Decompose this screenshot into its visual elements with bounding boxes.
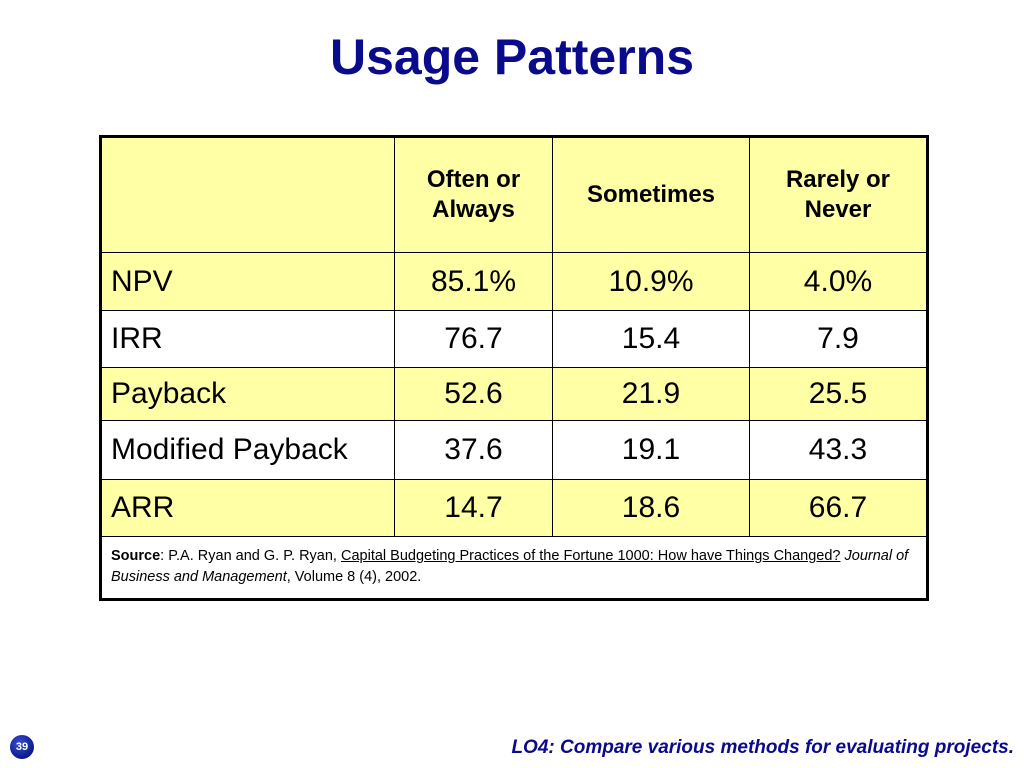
header-rarely-or-never: Rarely or Never xyxy=(749,136,928,253)
rarely-value: 4.0% xyxy=(749,252,928,311)
rarely-value: 25.5 xyxy=(749,367,928,421)
table-header-row: Often or Always Sometimes Rarely or Neve… xyxy=(100,136,928,253)
often-value: 14.7 xyxy=(394,479,553,537)
often-value: 76.7 xyxy=(394,310,553,368)
source-authors: : P.A. Ryan and G. P. Ryan, xyxy=(160,548,341,564)
table-row: Modified Payback 37.6 19.1 43.3 xyxy=(100,420,928,480)
often-value: 37.6 xyxy=(394,420,553,480)
sometimes-value: 10.9% xyxy=(552,252,750,311)
usage-table: Often or Always Sometimes Rarely or Neve… xyxy=(99,135,929,601)
header-often-or-always: Often or Always xyxy=(394,136,553,253)
sometimes-value: 15.4 xyxy=(552,310,750,368)
often-value: 85.1% xyxy=(394,252,553,311)
rarely-value: 7.9 xyxy=(749,310,928,368)
sometimes-value: 18.6 xyxy=(552,479,750,537)
slide-title: Usage Patterns xyxy=(329,29,695,85)
table-row: Payback 52.6 21.9 25.5 xyxy=(100,367,928,421)
sometimes-value: 21.9 xyxy=(552,367,750,421)
method-name: ARR xyxy=(100,479,395,537)
method-name: Payback xyxy=(100,367,395,421)
sometimes-value: 19.1 xyxy=(552,420,750,480)
method-name: Modified Payback xyxy=(100,420,395,480)
often-value: 52.6 xyxy=(394,367,553,421)
rarely-value: 66.7 xyxy=(749,479,928,537)
method-name: IRR xyxy=(100,310,395,368)
source-details: , Volume 8 (4), 2002. xyxy=(286,569,422,585)
source-journal: Journal of Business and Management xyxy=(111,548,909,585)
rarely-value: 43.3 xyxy=(749,420,928,480)
source-article-link[interactable]: Capital Budgeting Practices of the Fortu… xyxy=(341,548,841,564)
table-row: ARR 14.7 18.6 66.7 xyxy=(100,479,928,537)
table-row: IRR 76.7 15.4 7.9 xyxy=(100,310,928,368)
source-label: Source xyxy=(111,548,161,564)
method-name: NPV xyxy=(100,252,395,311)
header-sometimes: Sometimes xyxy=(552,136,750,253)
header-corner-cell xyxy=(100,136,395,253)
learning-objective-footer: LO4: Compare various methods for evaluat… xyxy=(511,737,1014,758)
source-citation: Source: P.A. Ryan and G. P. Ryan, Capita… xyxy=(100,536,928,600)
table-row: NPV 85.1% 10.9% 4.0% xyxy=(100,252,928,311)
source-row: Source: P.A. Ryan and G. P. Ryan, Capita… xyxy=(100,536,928,600)
page-number-badge: 39 xyxy=(10,735,34,759)
